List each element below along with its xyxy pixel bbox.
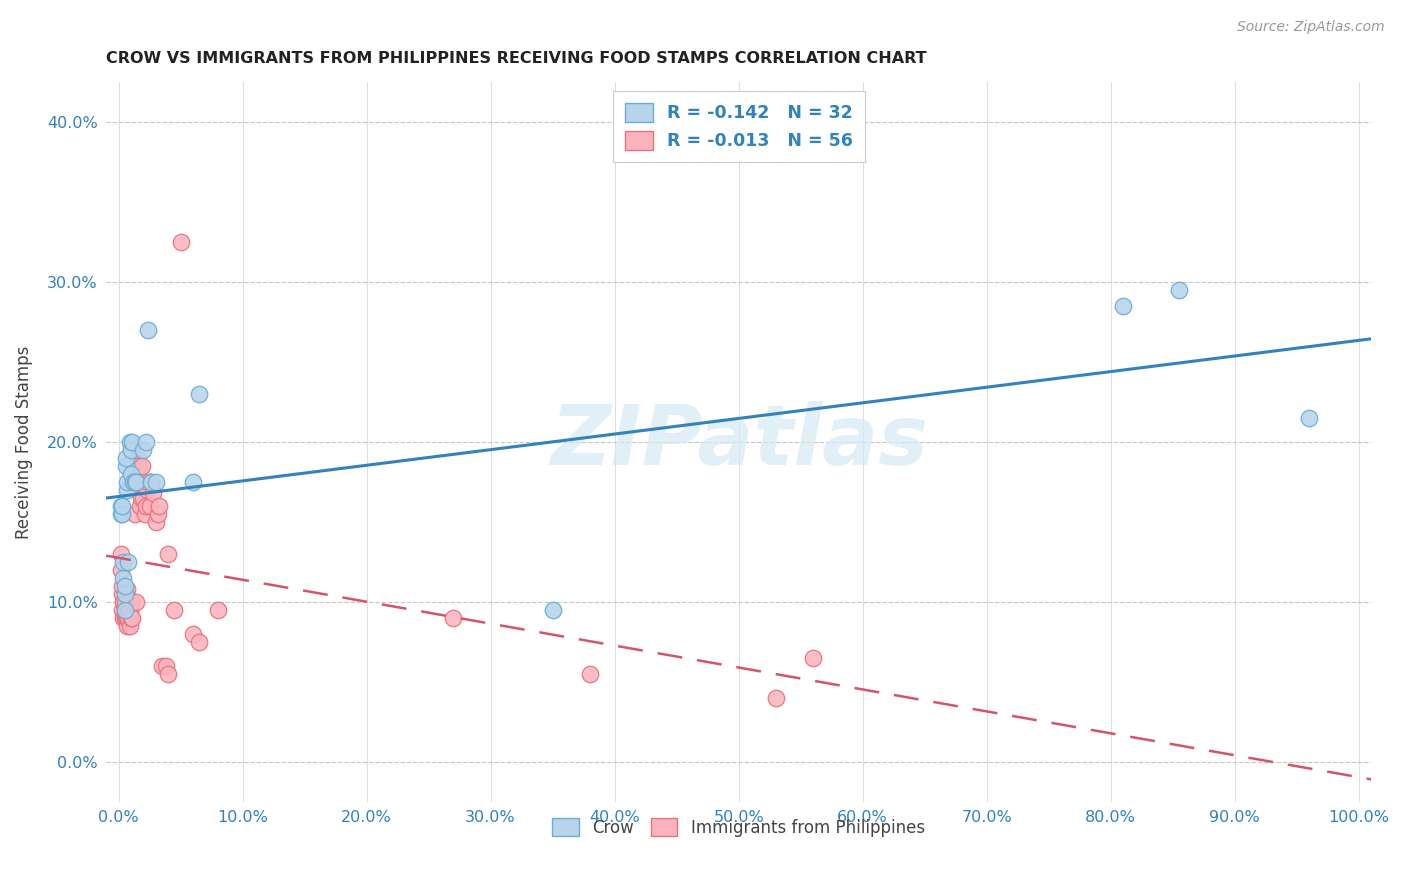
Text: CROW VS IMMIGRANTS FROM PHILIPPINES RECEIVING FOOD STAMPS CORRELATION CHART: CROW VS IMMIGRANTS FROM PHILIPPINES RECE… xyxy=(105,51,927,66)
Point xyxy=(120,442,142,457)
Point xyxy=(122,475,145,489)
Point xyxy=(112,555,135,569)
Point xyxy=(128,499,150,513)
Point xyxy=(136,475,159,489)
Point xyxy=(207,603,229,617)
Point xyxy=(110,563,132,577)
Point xyxy=(131,458,153,473)
Point xyxy=(124,475,146,489)
Point xyxy=(127,458,149,473)
Point xyxy=(1298,410,1320,425)
Point xyxy=(157,547,180,561)
Legend: Crow, Immigrants from Philippines: Crow, Immigrants from Philippines xyxy=(546,812,932,844)
Point xyxy=(112,611,135,625)
Point xyxy=(441,611,464,625)
Point xyxy=(115,582,138,596)
Point xyxy=(120,467,142,481)
Point xyxy=(139,475,162,489)
Point xyxy=(188,634,211,648)
Point xyxy=(1112,299,1135,313)
Point xyxy=(114,579,136,593)
Point xyxy=(132,442,155,457)
Point xyxy=(114,595,136,609)
Point xyxy=(110,547,132,561)
Point xyxy=(114,587,136,601)
Point xyxy=(117,603,139,617)
Text: Source: ZipAtlas.com: Source: ZipAtlas.com xyxy=(1237,20,1385,34)
Y-axis label: Receiving Food Stamps: Receiving Food Stamps xyxy=(15,345,32,539)
Point xyxy=(150,658,173,673)
Point xyxy=(115,483,138,497)
Point xyxy=(169,235,191,249)
Point xyxy=(148,507,170,521)
Point xyxy=(801,650,824,665)
Point xyxy=(145,515,167,529)
Point xyxy=(127,475,149,489)
Point xyxy=(135,434,157,449)
Point xyxy=(120,595,142,609)
Point xyxy=(115,475,138,489)
Point xyxy=(578,666,600,681)
Point xyxy=(125,595,148,609)
Point xyxy=(115,611,138,625)
Point xyxy=(136,323,159,337)
Point xyxy=(148,499,170,513)
Point xyxy=(145,475,167,489)
Point xyxy=(118,434,141,449)
Point xyxy=(765,690,787,705)
Point xyxy=(117,611,139,625)
Point xyxy=(129,491,152,505)
Point xyxy=(157,666,180,681)
Point xyxy=(115,587,138,601)
Point xyxy=(121,434,143,449)
Point xyxy=(115,458,138,473)
Point xyxy=(111,499,134,513)
Point xyxy=(110,499,132,513)
Point xyxy=(163,603,186,617)
Point xyxy=(111,507,134,521)
Point xyxy=(111,579,134,593)
Point xyxy=(136,483,159,497)
Point xyxy=(138,499,160,513)
Point xyxy=(115,606,138,620)
Point xyxy=(125,475,148,489)
Point xyxy=(118,618,141,632)
Point xyxy=(112,571,135,585)
Point xyxy=(124,507,146,521)
Point xyxy=(110,507,132,521)
Point xyxy=(122,475,145,489)
Point xyxy=(115,611,138,625)
Point xyxy=(142,486,165,500)
Point xyxy=(114,603,136,617)
Point xyxy=(1168,283,1191,297)
Point xyxy=(115,450,138,465)
Point xyxy=(181,475,204,489)
Point xyxy=(115,618,138,632)
Point xyxy=(121,611,143,625)
Point xyxy=(139,475,162,489)
Point xyxy=(132,491,155,505)
Point xyxy=(111,603,134,617)
Point xyxy=(188,387,211,401)
Point xyxy=(181,626,204,640)
Text: ZIPatlas: ZIPatlas xyxy=(550,401,928,483)
Point xyxy=(114,603,136,617)
Point xyxy=(118,603,141,617)
Point xyxy=(541,603,564,617)
Point xyxy=(114,611,136,625)
Point xyxy=(111,587,134,601)
Point xyxy=(155,658,177,673)
Point xyxy=(127,450,149,465)
Point xyxy=(120,611,142,625)
Point xyxy=(112,595,135,609)
Point xyxy=(117,555,139,569)
Point xyxy=(135,499,157,513)
Point xyxy=(134,507,156,521)
